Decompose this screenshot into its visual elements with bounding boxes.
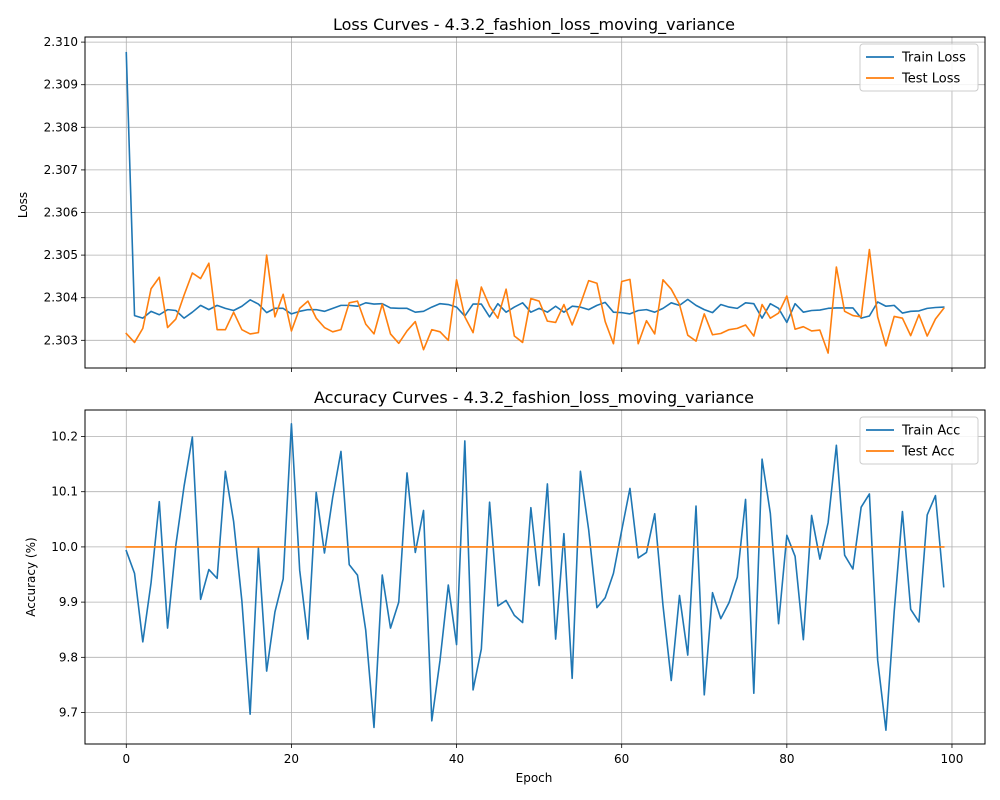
- loss-chart: Loss Curves - 4.3.2_fashion_loss_moving_…: [16, 15, 986, 372]
- loss-chart-title: Loss Curves - 4.3.2_fashion_loss_moving_…: [333, 15, 735, 35]
- loss-ytick-label-2: 2.305: [44, 248, 78, 262]
- accuracy-ytick-label-1: 9.8: [59, 650, 78, 664]
- accuracy-xtick-label-1: 20: [284, 752, 299, 766]
- loss-ytick-label-1: 2.304: [44, 291, 78, 305]
- accuracy-ytick-label-4: 10.1: [51, 485, 78, 499]
- accuracy-ytick-label-2: 9.9: [59, 595, 78, 609]
- accuracy-chart-xlabel: Epoch: [516, 771, 553, 785]
- accuracy-ytick-label-0: 9.7: [59, 706, 78, 720]
- loss-legend-label-train-loss: Train Loss: [901, 51, 966, 66]
- accuracy-ytick-label-5: 10.2: [51, 429, 78, 443]
- loss-ytick-label-3: 2.306: [44, 206, 78, 220]
- accuracy-legend-label-test-acc: Test Acc: [901, 445, 955, 460]
- accuracy-plot-frame: [84, 409, 986, 745]
- accuracy-legend-box: [859, 416, 979, 465]
- loss-ytick-label-4: 2.307: [44, 163, 78, 177]
- accuracy-chart-title: Accuracy Curves - 4.3.2_fashion_loss_mov…: [314, 388, 754, 408]
- loss-legend-label-test-loss: Test Loss: [901, 72, 960, 87]
- loss-series-train-loss: [125, 51, 945, 324]
- accuracy-xtick-label-0: 0: [122, 752, 130, 766]
- loss-chart-ylabel: Loss: [16, 192, 30, 218]
- loss-ytick-label-5: 2.308: [44, 120, 78, 134]
- accuracy-xtick-label-5: 100: [941, 752, 964, 766]
- loss-plot-frame: [84, 36, 986, 369]
- accuracy-legend-label-train-acc: Train Acc: [901, 424, 960, 439]
- loss-ytick-label-0: 2.303: [44, 333, 78, 347]
- accuracy-chart: Accuracy Curves - 4.3.2_fashion_loss_mov…: [24, 388, 986, 785]
- accuracy-xtick-label-3: 60: [614, 752, 629, 766]
- accuracy-xtick-label-2: 40: [449, 752, 464, 766]
- loss-legend-box: [859, 43, 979, 92]
- loss-ytick-label-6: 2.309: [44, 78, 78, 92]
- loss-ytick-label-7: 2.310: [44, 35, 78, 49]
- accuracy-ytick-label-3: 10.0: [51, 540, 78, 554]
- accuracy-chart-ylabel: Accuracy (%): [24, 537, 38, 616]
- accuracy-xtick-label-4: 80: [779, 752, 794, 766]
- loss-series-test-loss: [125, 248, 945, 354]
